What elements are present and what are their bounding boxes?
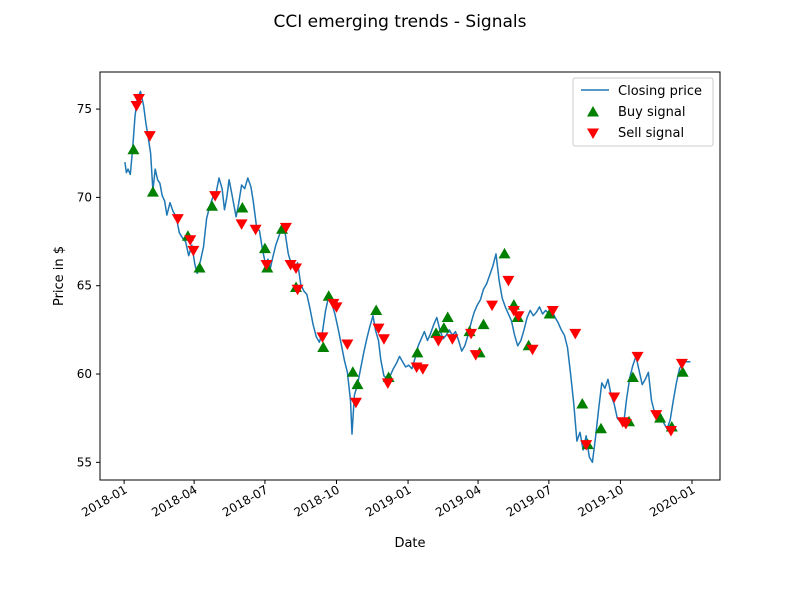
- x-tick-label: 2020-01: [647, 482, 697, 519]
- sell-signal-marker: [526, 344, 539, 356]
- sell-signal-marker: [132, 93, 145, 105]
- x-tick-label: 2018-04: [149, 482, 199, 519]
- sell-signal-marker: [465, 328, 478, 340]
- legend-sell-swatch: [587, 128, 599, 139]
- sell-signal-marker: [631, 351, 644, 363]
- sell-signal-marker: [469, 350, 482, 361]
- buy-signal-marker: [351, 378, 364, 390]
- legend-box: [572, 77, 714, 147]
- buy-signal-marker: [441, 311, 454, 323]
- sell-signal-marker: [650, 410, 663, 421]
- x-tick-label: 2019-04: [433, 482, 483, 519]
- buy-signal-marker: [370, 304, 383, 315]
- buy-signal-marker: [477, 318, 490, 330]
- sell-signal-marker: [279, 222, 292, 234]
- sell-signal-marker: [171, 214, 184, 225]
- sell-signal-marker: [341, 339, 354, 350]
- sell-signal-marker: [619, 418, 632, 430]
- buy-signal-marker: [346, 366, 359, 377]
- x-tick-label: 2019-01: [363, 482, 413, 519]
- sell-signal-marker: [432, 335, 445, 347]
- sell-signal-marker: [416, 364, 429, 375]
- buy-signal-marker: [206, 200, 219, 211]
- sell-signal-marker: [209, 191, 222, 202]
- buy-signal-marker: [437, 322, 450, 333]
- y-tick-label: 60: [77, 367, 92, 381]
- sell-signal-marker: [184, 235, 197, 246]
- sell-signal-marker: [664, 426, 677, 437]
- buy-signal-marker: [146, 186, 159, 197]
- x-tick-label: 2019-07: [504, 482, 554, 519]
- legend-label-closing-price: Closing price: [618, 84, 702, 99]
- sell-signal-marker: [377, 334, 390, 345]
- y-tick-label: 55: [77, 455, 92, 469]
- sell-signal-marker: [381, 378, 394, 389]
- sell-signal-marker: [569, 328, 582, 340]
- sell-signal-marker: [507, 305, 520, 317]
- legend-label-sell: Sell signal: [618, 126, 684, 141]
- sell-signal-marker: [349, 397, 362, 409]
- buy-signal-marker: [430, 327, 443, 338]
- sell-signal-marker: [502, 275, 515, 287]
- chart-title: CCI emerging trends - Signals: [274, 12, 527, 32]
- buy-signal-marker: [594, 422, 607, 434]
- buy-signal-marker: [626, 371, 639, 383]
- sell-signal-marker: [249, 224, 262, 236]
- buy-signal-marker: [654, 412, 667, 423]
- sell-signal-marker: [486, 300, 499, 312]
- buy-signal-marker: [576, 398, 589, 409]
- sell-signal-marker: [284, 260, 297, 271]
- x-tick-label: 2019-10: [576, 482, 626, 519]
- sell-signal-marker: [316, 332, 329, 343]
- buy-signal-marker: [322, 290, 335, 301]
- sell-signal-marker: [187, 245, 200, 257]
- legend: Closing price Buy signal Sell signal: [572, 77, 714, 147]
- sell-signal-marker: [291, 284, 304, 296]
- sell-signal-marker: [546, 305, 559, 317]
- buy-signal-marker: [236, 202, 249, 213]
- x-tick-label: 2018-07: [220, 482, 270, 519]
- buy-signal-marker: [411, 346, 424, 358]
- sell-signal-marker: [143, 131, 156, 142]
- sell-signal-marker: [290, 263, 303, 275]
- buy-signal-marker: [258, 242, 271, 254]
- y-tick-label: 65: [77, 279, 92, 293]
- buy-signal-marker: [498, 247, 511, 259]
- x-axis-label: Date: [394, 536, 425, 551]
- sell-signal-marker: [580, 440, 593, 451]
- x-tick-label: 2018-10: [292, 482, 342, 519]
- sell-signal-marker: [330, 302, 343, 313]
- y-axis-label: Price in $: [52, 246, 67, 306]
- y-tick-label: 75: [77, 102, 92, 116]
- closing-price-line: [124, 90, 691, 464]
- sell-signal-marker: [512, 311, 525, 322]
- sell-signal-marker: [608, 392, 621, 403]
- sell-signal-marker: [446, 334, 459, 345]
- buy-signal-marker: [676, 366, 689, 377]
- legend-label-buy: Buy signal: [618, 105, 685, 120]
- sell-signal-marker: [372, 323, 385, 335]
- sell-signal-marker: [260, 260, 273, 271]
- x-tick-label: 2018-01: [79, 482, 129, 519]
- buy-signal-marker: [193, 262, 206, 273]
- sell-signal-marker: [675, 358, 688, 370]
- axes-frame: [99, 71, 721, 481]
- sell-signal-marker: [235, 219, 248, 230]
- y-tick-label: 70: [77, 190, 92, 204]
- sell-signal-marker: [130, 101, 143, 112]
- buy-signal-marker: [127, 143, 140, 155]
- buy-signal-marker: [317, 341, 330, 353]
- legend-buy-swatch: [587, 106, 599, 117]
